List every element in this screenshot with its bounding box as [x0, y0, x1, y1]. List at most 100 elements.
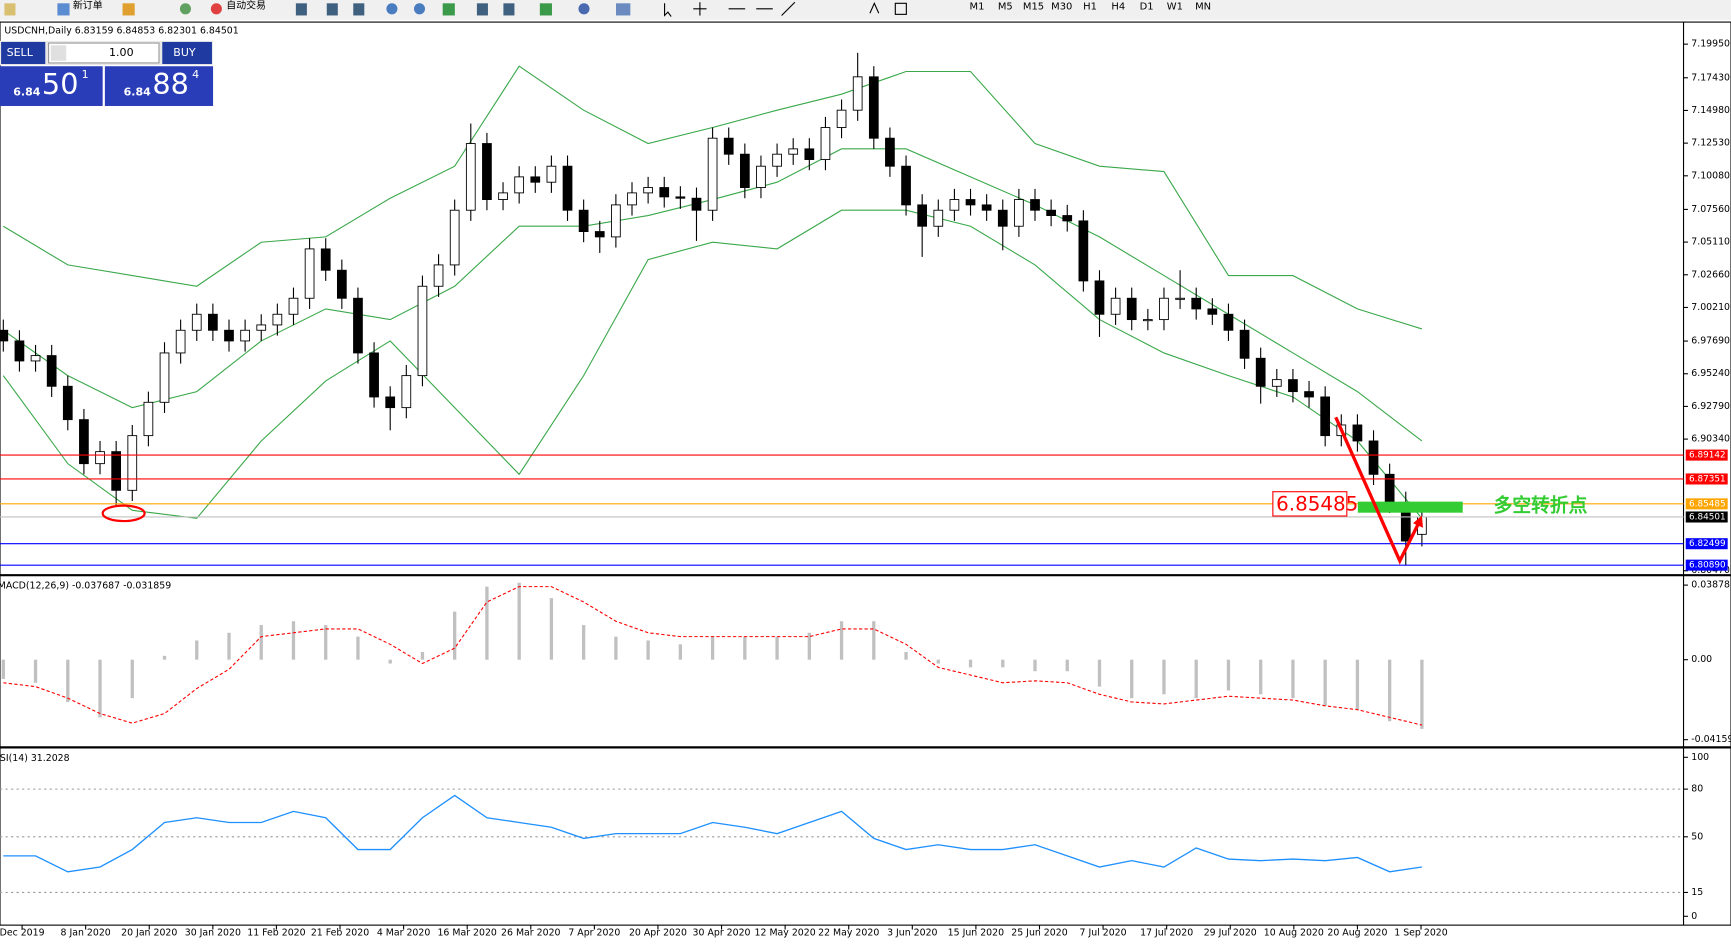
candle-body [224, 329, 234, 342]
lots-spin[interactable] [50, 45, 67, 61]
plot: 7.19950 7.17430 7.14980 7.12530 7.10080 7.075… [0, 39, 1731, 938]
candle-body [1094, 280, 1105, 315]
rsi-line [3, 794, 1422, 873]
x-tick-label: 10 Aug 2020 [1264, 927, 1324, 938]
icon[interactable] [894, 2, 907, 15]
x-tick-label: 25 Jun 2020 [1011, 927, 1067, 938]
candle-body [739, 153, 750, 188]
macd-signal [3, 586, 1423, 726]
timeframe-button[interactable]: M30 [1051, 2, 1072, 13]
candle-body [46, 355, 57, 387]
candle-body [1320, 396, 1331, 437]
buy-price-box[interactable] [104, 66, 214, 106]
candle-body [965, 199, 976, 206]
candle-body [804, 148, 815, 160]
timeframe-button[interactable]: M5 [998, 2, 1013, 13]
x-tick-label: 30 Apr 2020 [693, 927, 751, 938]
buy-price-main: 88 [152, 67, 189, 101]
icon[interactable] [781, 1, 796, 16]
candle-body [643, 187, 653, 194]
timeframe-button[interactable]: D1 [1140, 2, 1154, 13]
candle-body [272, 313, 283, 326]
auto-trading[interactable]: 自动交易 [226, 0, 266, 12]
y-tick-label: 7.02660 [1691, 269, 1730, 280]
icon[interactable] [179, 3, 191, 15]
candle-body [1191, 297, 1202, 310]
candle-body [191, 313, 202, 331]
buy-price-sup: 4 [192, 68, 199, 81]
icon[interactable] [122, 3, 135, 16]
candle-body [627, 192, 637, 206]
candle-body [256, 324, 267, 331]
x-tick-label: 15 Jun 2020 [948, 927, 1004, 938]
candle-body [933, 209, 944, 227]
y-tick-label: 100 [1691, 752, 1709, 763]
icon[interactable] [4, 3, 16, 16]
icon[interactable] [353, 3, 365, 16]
y-tick-label: 7.10080 [1691, 170, 1730, 181]
timeframe-button[interactable]: W1 [1167, 2, 1183, 13]
icon[interactable] [616, 3, 631, 16]
sell-price-box[interactable] [0, 66, 103, 106]
turning-note: 多空转折点 [1494, 494, 1588, 517]
icon[interactable] [386, 3, 398, 15]
icon[interactable] [578, 3, 590, 15]
buy-label[interactable]: BUY [173, 46, 196, 59]
sell-button[interactable] [1, 41, 46, 65]
icon[interactable] [476, 3, 488, 16]
y-tick-label: 7.12530 [1691, 138, 1730, 149]
x-tick-label: 4 Mar 2020 [377, 927, 431, 938]
icon[interactable] [442, 3, 455, 16]
candle-body [1126, 297, 1137, 321]
lots-value[interactable]: 1.00 [109, 46, 134, 59]
arrow-head [1413, 515, 1423, 528]
icon[interactable] [326, 3, 338, 16]
candle-body [417, 285, 428, 377]
candle-body [1110, 297, 1121, 315]
candle-body [30, 355, 41, 362]
level-label-bg [1685, 449, 1728, 461]
sell-label[interactable]: SELL [7, 46, 34, 59]
candle-body [659, 187, 670, 198]
y-tick-label: 80 [1691, 784, 1703, 795]
level-label: 6.84501 [1689, 512, 1726, 522]
icon[interactable] [503, 3, 515, 16]
buy-price-big: 6.84 [124, 86, 152, 99]
candle-body [949, 199, 960, 211]
icon[interactable] [57, 3, 70, 16]
icon[interactable] [664, 3, 672, 17]
y-tick-label: 6.80470 [1691, 565, 1730, 576]
candle-body [1062, 215, 1073, 222]
timeframe-button[interactable]: MN [1195, 2, 1211, 13]
buy-button[interactable] [162, 41, 212, 65]
x-tick-label: 12 May 2020 [755, 927, 816, 938]
icon[interactable] [413, 3, 426, 15]
timeframe-button[interactable]: M15 [1023, 2, 1044, 13]
icon[interactable] [693, 2, 707, 16]
timeframe-button[interactable]: M1 [970, 2, 985, 13]
candle-body [304, 248, 315, 299]
y-tick-label: -0.04159 [1691, 734, 1731, 745]
icon[interactable] [295, 3, 307, 16]
candle-body [772, 153, 782, 167]
candle-body [788, 148, 799, 155]
low-circle [101, 504, 146, 523]
candle-body [0, 329, 9, 342]
candle-body [401, 375, 412, 409]
candle-body [95, 451, 105, 465]
y-tick-label: 7.14980 [1691, 105, 1730, 116]
candle-body [546, 165, 557, 183]
icon[interactable] [869, 1, 880, 14]
icon[interactable] [210, 3, 222, 15]
timeframe-button[interactable]: H1 [1083, 2, 1097, 13]
icon[interactable] [539, 3, 552, 16]
candle-body [1352, 424, 1363, 442]
x-tick-label: 17 Jul 2020 [1140, 927, 1193, 938]
level-label-bg [1685, 538, 1728, 550]
level-label: 6.80890 [1689, 561, 1726, 571]
lots-input[interactable] [48, 42, 160, 64]
new-order[interactable]: 新订单 [73, 0, 103, 12]
sell-price-big: 6.84 [13, 86, 41, 99]
timeframe-button[interactable]: H4 [1111, 2, 1125, 13]
trend-arrow [1334, 416, 1423, 565]
